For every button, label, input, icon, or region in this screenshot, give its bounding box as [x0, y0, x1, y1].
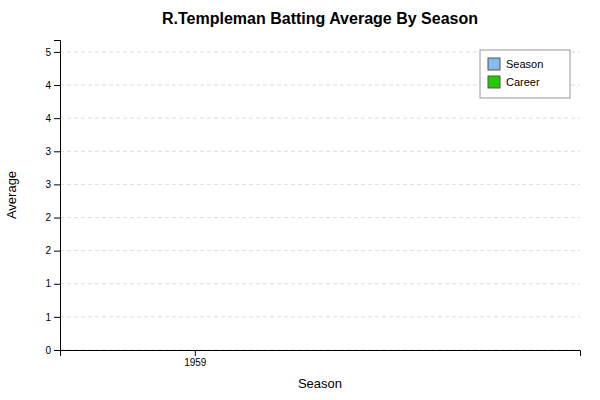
tick: 5	[45, 47, 60, 58]
tick: 3	[45, 146, 60, 157]
tick: 1	[45, 312, 60, 323]
tick: 2	[45, 212, 60, 223]
tick-label: 1	[45, 278, 51, 289]
tick-mark	[54, 251, 60, 252]
legend: Season Career	[480, 50, 570, 98]
tick-mark	[54, 218, 60, 219]
tick-mark	[54, 118, 60, 119]
legend-swatch	[488, 58, 500, 70]
tick: 0	[45, 345, 60, 356]
tick-mark	[54, 317, 60, 318]
tick-label: 3	[45, 179, 51, 190]
plot: 1959 0 1 1 2 2 3 3 4 4 5 Season Career	[45, 41, 580, 369]
tick-label: 4	[45, 113, 51, 124]
tick-label: 2	[45, 212, 51, 223]
tick-mark	[54, 151, 60, 152]
tick-label: 4	[45, 80, 51, 91]
legend-swatch	[488, 76, 500, 88]
tick-label: 1959	[184, 357, 207, 368]
tick-label: 3	[45, 146, 51, 157]
y-axis: 0 1 1 2 2 3 3 4 4 5	[45, 41, 60, 356]
x-axis: 1959	[61, 350, 581, 368]
axis-line	[61, 351, 581, 357]
legend-item: Career	[488, 76, 540, 88]
grid-line	[60, 283, 580, 284]
tick: 1959	[184, 350, 207, 368]
tick-mark	[54, 284, 60, 285]
tick-mark	[195, 350, 196, 356]
tick: 3	[45, 179, 60, 190]
grid-line	[60, 316, 580, 317]
tick-label: 5	[45, 47, 51, 58]
tick-mark	[54, 52, 60, 53]
tick: 1	[45, 278, 60, 289]
tick-mark	[54, 85, 60, 86]
legend-label: Career	[506, 76, 540, 88]
tick-mark	[54, 184, 60, 185]
chart: 1959 0 1 1 2 2 3 3 4 4 5 Season Career R.Templeman Ba…	[0, 0, 600, 400]
legend-label: Season	[506, 58, 543, 70]
x-axis-title: Season	[298, 376, 342, 391]
legend-box	[480, 50, 570, 98]
grid-line	[60, 184, 580, 185]
grid-line	[60, 118, 580, 119]
axis-line	[54, 41, 61, 351]
tick-label: 0	[45, 345, 51, 356]
tick-label: 2	[45, 245, 51, 256]
grid-line	[60, 151, 580, 152]
grid-line	[60, 250, 580, 251]
tick: 2	[45, 245, 60, 256]
tick-mark	[54, 350, 60, 351]
legend-item: Season	[488, 58, 543, 70]
tick: 4	[45, 80, 60, 91]
tick-label: 1	[45, 312, 51, 323]
y-axis-title: Average	[4, 171, 19, 219]
grid-line	[60, 217, 580, 218]
title: R.Templeman Batting Average By Season	[162, 10, 478, 27]
tick: 4	[45, 113, 60, 124]
